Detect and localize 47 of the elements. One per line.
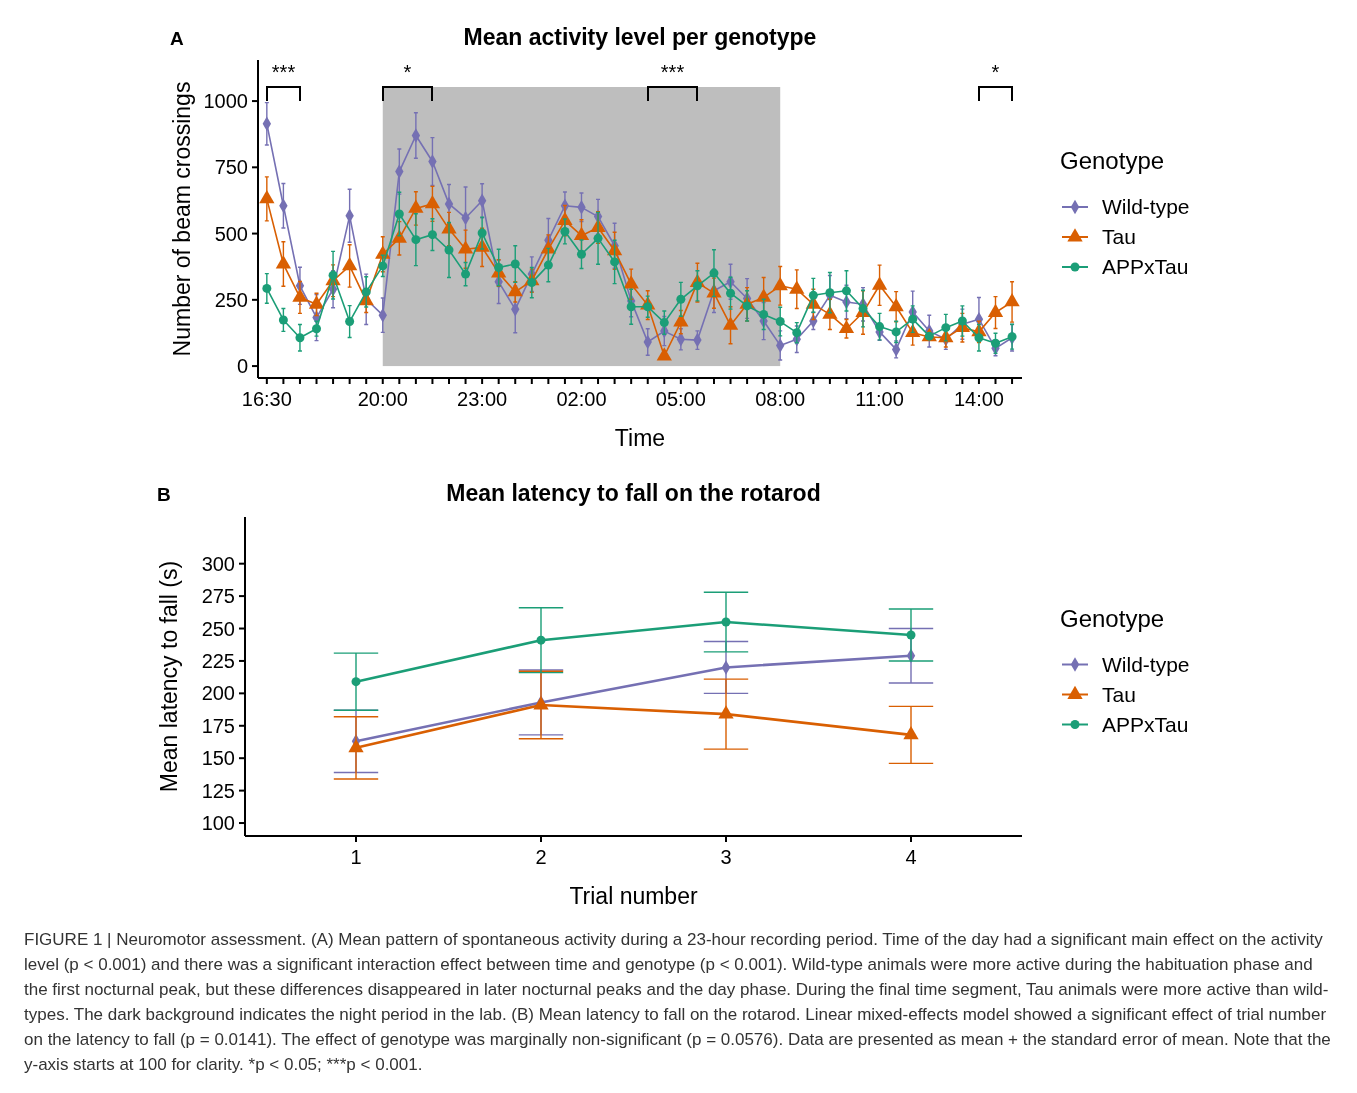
legend-label: Wild-type xyxy=(1102,195,1190,218)
legend-label: APPxTau xyxy=(1102,255,1189,278)
x-tick-label: 23:00 xyxy=(457,388,508,410)
legend-label: Tau xyxy=(1102,225,1136,248)
text: A xyxy=(170,28,184,49)
y-tick-label: 200 xyxy=(201,682,235,705)
y-tick-label: 750 xyxy=(214,156,248,179)
y-tick-label: 250 xyxy=(201,617,235,640)
legend-label: APPxTau xyxy=(1102,712,1189,736)
x-tick-label: 3 xyxy=(720,846,732,868)
annotation: *** xyxy=(271,61,296,83)
annotation: * xyxy=(991,61,1000,83)
x-tick-label: 16:30 xyxy=(241,388,292,410)
y-tick-label: 100 xyxy=(201,812,235,835)
annotation: *** xyxy=(660,61,685,83)
x-tick-label: 4 xyxy=(905,846,917,868)
y-axis-title: Number of beam crossings xyxy=(169,81,195,357)
x-tick-label: 2 xyxy=(535,846,547,868)
caption: FIGURE 1 | Neuromotor assessment. (A) Mean pattern of spontaneous activity during a 23-hour recording period. Time of the day had a significant main effect on the activity level (p < 0.001) and there was a significant interaction effect between time and genotype (p < 0.001). Wild-type animals were more active during the habituation phase and the first nocturnal peak, but these differences disappeared in later nocturnal peaks and the day phase. During the final time segment, Tau animals were more active than wild-types. The dark background indicates the night period in the lab. (B) Mean latency to fall on the rotarod. Linear mixed-effects model showed a significant effect of trial number on the latency to fall (p = 0.0141). The effect of genotype was marginally non-significant (p = 0.0576). Data are presented as mean + the standard error of mean. Note that the y-axis starts at 100 for clarity. *p < 0.05; ***p < 0.001. xyxy=(24,929,1332,1076)
chart-title: Mean activity level per genotype xyxy=(463,24,817,50)
text: B xyxy=(157,484,171,505)
chart-title: Mean latency to fall on the rotarod xyxy=(446,480,821,506)
y-tick-label: 500 xyxy=(214,222,248,245)
y-tick-label: 0 xyxy=(236,355,248,378)
y-axis-title: Mean latency to fall (s) xyxy=(156,560,182,793)
y-tick-label: 300 xyxy=(201,552,235,575)
x-tick-label: 08:00 xyxy=(755,388,806,410)
legend-title: Genotype xyxy=(1060,147,1165,174)
y-tick-label: 225 xyxy=(201,649,235,672)
y-tick-label: 275 xyxy=(201,585,235,608)
x-tick-label: 02:00 xyxy=(556,388,607,410)
y-tick-label: 250 xyxy=(214,288,248,311)
x-tick-label: 14:00 xyxy=(953,388,1004,410)
legend-title: Genotype xyxy=(1060,604,1165,632)
legend-label: Tau xyxy=(1102,682,1136,706)
x-tick-label: 11:00 xyxy=(855,388,904,410)
legend-label: Wild-type xyxy=(1102,652,1190,676)
y-tick-label: 1000 xyxy=(203,90,248,113)
annotation: * xyxy=(403,61,412,83)
x-tick-label: 05:00 xyxy=(655,388,706,410)
y-tick-label: 150 xyxy=(201,747,235,770)
x-tick-label: 1 xyxy=(350,846,362,868)
y-tick-label: 125 xyxy=(201,779,235,802)
x-tick-label: 20:00 xyxy=(357,388,408,410)
x-axis-title: Time xyxy=(614,425,666,451)
x-axis-title: Trial number xyxy=(569,883,698,909)
y-tick-label: 175 xyxy=(201,714,235,737)
